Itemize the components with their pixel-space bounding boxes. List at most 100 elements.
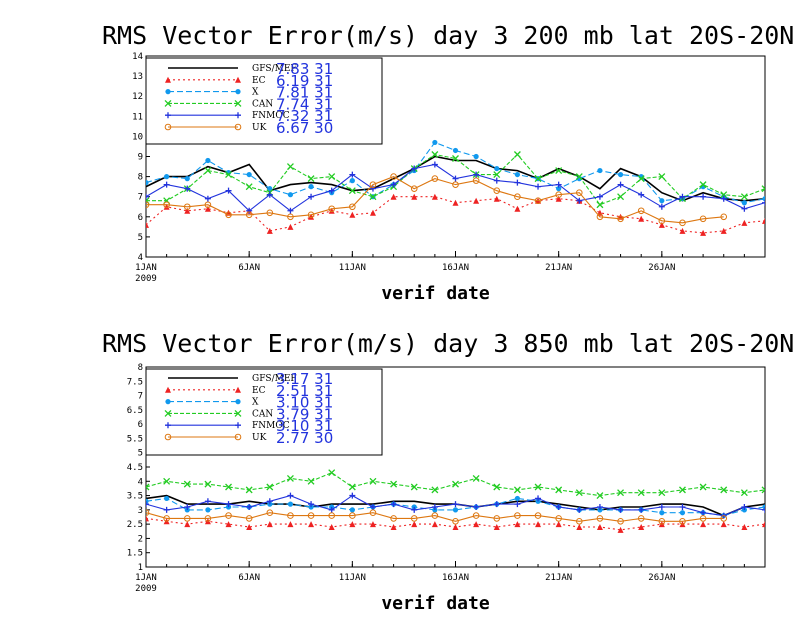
legend-marker <box>235 89 241 95</box>
data-point <box>700 229 707 236</box>
data-point <box>308 501 315 508</box>
legend-entry-stat: 7.74 31 <box>276 95 333 113</box>
data-point <box>390 193 397 200</box>
chart-title: RMS Vector Error(m/s) day 3 850 mb lat 2… <box>102 329 794 358</box>
data-point <box>473 521 480 528</box>
legend-entry-stat: 3.10 31 <box>276 394 333 412</box>
data-point <box>328 524 335 530</box>
data-point <box>146 501 149 508</box>
data-point <box>204 480 212 488</box>
data-point <box>431 161 438 168</box>
data-point <box>493 483 501 491</box>
data-point <box>183 480 191 488</box>
data-point <box>452 517 459 525</box>
x-axis-label: verif date <box>381 283 490 304</box>
data-point <box>287 207 294 214</box>
data-point <box>473 153 479 160</box>
data-point <box>246 207 253 214</box>
y-tick-label: 7.5 <box>127 377 143 387</box>
data-point <box>287 492 294 499</box>
data-point <box>369 509 377 517</box>
data-point <box>184 521 191 528</box>
data-point <box>225 512 232 519</box>
data-point <box>245 183 253 191</box>
data-point <box>514 501 521 508</box>
data-point <box>761 486 765 494</box>
legend-entry-stat: 6.67 30 <box>276 119 333 137</box>
y-tick-label: 10 <box>132 132 143 142</box>
chart-title: RMS Vector Error(m/s) day 3 200 mb lat 2… <box>102 21 794 50</box>
data-point <box>349 492 356 499</box>
data-point <box>287 213 294 221</box>
data-point <box>225 211 232 219</box>
data-point <box>535 495 542 502</box>
data-point <box>597 167 603 174</box>
data-point <box>575 489 583 497</box>
legend-marker <box>164 99 172 107</box>
y-tick-label: 7 <box>138 392 143 402</box>
data-point <box>555 504 562 510</box>
data-point <box>493 501 500 508</box>
series-line <box>146 175 724 224</box>
data-point <box>266 191 273 198</box>
data-point <box>720 521 727 528</box>
data-point <box>762 506 765 513</box>
data-point <box>638 191 645 198</box>
data-point <box>348 187 356 195</box>
data-point <box>390 480 398 488</box>
legend-marker <box>235 422 241 429</box>
data-point <box>411 165 418 172</box>
x-tick-label: 1JAN <box>135 263 157 273</box>
series-ec <box>146 515 765 533</box>
legend-entry-name: CAN <box>252 409 273 419</box>
chart-panel-2: RMS Vector Error(m/s) day 3 850 mb lat 2… <box>102 329 794 614</box>
data-point <box>576 197 583 204</box>
y-tick-label: 3.5 <box>127 492 143 502</box>
data-point <box>286 474 294 482</box>
data-point <box>514 179 521 186</box>
data-point <box>245 515 253 522</box>
data-point <box>287 223 294 230</box>
data-point <box>513 151 521 158</box>
data-point <box>513 486 521 494</box>
series-fnmoc <box>146 492 765 519</box>
data-point <box>699 215 707 223</box>
data-point <box>576 506 583 513</box>
data-point <box>308 521 315 528</box>
data-point <box>762 521 765 528</box>
legend-marker <box>165 76 171 83</box>
data-point <box>146 180 149 186</box>
legend-entry-name: X <box>252 88 259 98</box>
data-point <box>225 501 232 508</box>
data-point <box>225 171 232 179</box>
data-point <box>431 486 439 494</box>
data-point <box>204 167 212 175</box>
data-point <box>410 483 418 491</box>
data-point <box>328 207 335 214</box>
data-point <box>349 178 355 184</box>
data-point <box>146 515 149 522</box>
data-point <box>596 193 603 200</box>
data-point <box>307 512 315 519</box>
data-point <box>576 524 583 530</box>
data-point <box>741 200 747 206</box>
data-point <box>349 211 356 218</box>
x-tick-sublabel: 2009 <box>135 274 157 284</box>
data-point <box>555 191 562 198</box>
data-point <box>245 486 253 494</box>
data-point <box>246 171 252 178</box>
data-point <box>720 515 728 522</box>
data-point <box>452 181 459 188</box>
data-point <box>328 187 335 194</box>
data-point <box>146 193 149 200</box>
legend-entry-stat: 7.83 31 <box>276 60 333 78</box>
data-point <box>740 489 748 497</box>
data-point <box>204 498 211 505</box>
data-point <box>411 506 418 513</box>
data-point <box>163 506 170 513</box>
data-point <box>637 207 645 215</box>
data-point <box>410 515 418 522</box>
data-point <box>328 512 336 519</box>
